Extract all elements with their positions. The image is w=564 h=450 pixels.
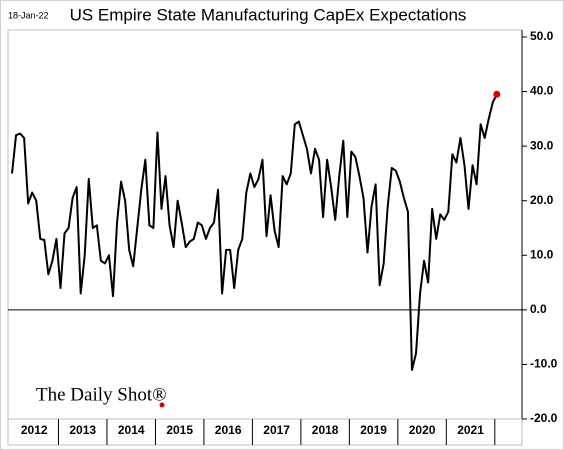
x-tick-label: 2018 bbox=[312, 423, 339, 437]
x-tick-label: 2020 bbox=[409, 423, 436, 437]
chart-title: US Empire State Manufacturing CapEx Expe… bbox=[70, 5, 467, 24]
date-stamp: 18-Jan-22 bbox=[8, 10, 49, 20]
watermark-dot bbox=[159, 402, 165, 408]
x-tick-label: 2017 bbox=[263, 423, 290, 437]
x-tick-label: 2014 bbox=[118, 423, 145, 437]
y-tick-label: 20.0 bbox=[530, 193, 554, 207]
x-tick-label: 2019 bbox=[360, 423, 387, 437]
x-tick-label: 2015 bbox=[166, 423, 193, 437]
y-tick-label: 0.0 bbox=[530, 302, 547, 316]
x-tick-label: 2016 bbox=[215, 423, 242, 437]
y-tick-label: -20.0 bbox=[530, 411, 558, 425]
y-tick-label: -10.0 bbox=[530, 357, 558, 371]
watermark: The Daily Shot® bbox=[36, 384, 167, 405]
y-tick-label: 30.0 bbox=[530, 138, 554, 152]
y-tick-label: 50.0 bbox=[530, 29, 554, 43]
series-line bbox=[11, 93, 498, 371]
x-tick-label: 2012 bbox=[21, 423, 48, 437]
x-tick-label: 2013 bbox=[69, 423, 96, 437]
last-point bbox=[493, 90, 501, 98]
y-tick-label: 40.0 bbox=[530, 84, 554, 98]
x-tick-label: 2021 bbox=[457, 423, 484, 437]
y-tick-label: 10.0 bbox=[530, 247, 554, 261]
